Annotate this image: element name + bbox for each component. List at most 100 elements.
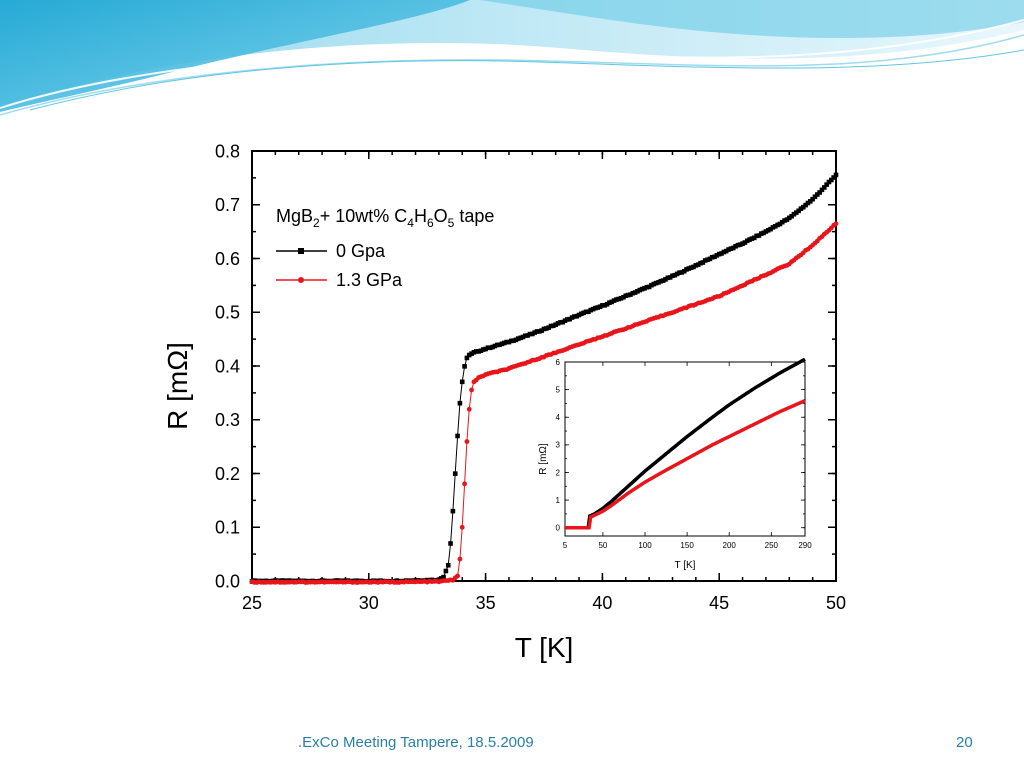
inset-chart: 5 50 100 150 200 250 290 0 1 2 3 4 5 6 T [K] R [mΩ] [538, 357, 813, 571]
data-point [551, 323, 556, 329]
data-point [537, 329, 542, 334]
x-tick-label: 25 [242, 593, 262, 613]
data-point [693, 263, 699, 268]
data-point [565, 317, 570, 322]
data-point [658, 278, 664, 284]
data-point [723, 248, 729, 254]
data-point [513, 337, 519, 343]
data-point [733, 244, 738, 249]
x-tick-label: 250 [765, 541, 779, 550]
data-point [464, 355, 470, 361]
data-point [607, 300, 612, 305]
data-point [555, 321, 561, 326]
y-tick-label: 0.7 [215, 195, 240, 215]
y-tick-label: 0.1 [215, 518, 240, 538]
data-point [541, 326, 547, 332]
data-point [660, 278, 666, 283]
data-point [705, 257, 710, 263]
data-point [478, 348, 484, 354]
data-point [698, 260, 703, 266]
data-point [469, 387, 474, 393]
data-point [637, 287, 643, 293]
data-point [600, 303, 605, 308]
data-point [754, 233, 759, 239]
data-point [688, 265, 694, 270]
data-point [639, 286, 645, 292]
y-tick-label: 0.5 [215, 303, 240, 323]
data-point [665, 275, 671, 281]
data-point [709, 255, 715, 260]
data-point [646, 284, 652, 290]
data-point [457, 400, 463, 406]
x-tick-label: 35 [476, 593, 496, 613]
data-point [532, 330, 537, 335]
y-tick-label: 0.0 [215, 571, 240, 591]
data-point [712, 254, 717, 260]
data-point [438, 576, 444, 581]
y-tick-label: 0.2 [215, 464, 240, 484]
main-series [249, 172, 839, 585]
inset-tick-labels: 5 50 100 150 200 250 290 0 1 2 3 4 5 6 [556, 358, 813, 550]
series-1 [249, 221, 839, 585]
data-point [473, 349, 479, 354]
data-point [499, 341, 505, 347]
x-tick-label: 290 [798, 541, 812, 550]
footer-text: .ExCo Meeting Tampere, 18.5.2009 [298, 734, 534, 751]
data-point [822, 185, 827, 190]
data-point [719, 251, 724, 256]
data-point [817, 190, 822, 195]
inset-x-axis-label: T [K] [675, 560, 696, 571]
data-point [602, 303, 608, 308]
y-tick-label: 0.8 [215, 141, 240, 161]
data-point [483, 346, 488, 352]
data-point [805, 200, 811, 206]
data-point [833, 172, 839, 178]
data-point [663, 277, 668, 282]
data-point [686, 266, 692, 271]
data-point [457, 556, 463, 562]
data-point [574, 313, 580, 319]
data-point [614, 297, 619, 302]
data-point [695, 262, 701, 267]
data-point [579, 311, 584, 317]
data-point [644, 284, 650, 290]
data-point [782, 218, 787, 223]
data-point [567, 316, 572, 322]
data-point [777, 221, 783, 227]
main-x-axis-label: T [K] [515, 632, 574, 663]
data-point [466, 406, 472, 412]
legend: MgB2+ 10wt% C4H6O5 tape 0 Gpa 1.3 GPa [276, 206, 494, 290]
data-point [576, 312, 582, 318]
data-point [562, 318, 568, 323]
data-point [569, 315, 575, 320]
data-point [581, 310, 587, 316]
data-point [476, 349, 481, 354]
data-point [621, 294, 626, 300]
data-point [445, 562, 451, 568]
data-point [504, 339, 509, 345]
y-tick-label: 3 [556, 441, 561, 450]
data-point [572, 314, 577, 319]
data-point [527, 331, 533, 337]
data-point [775, 222, 780, 228]
data-point [770, 225, 776, 230]
data-point [462, 364, 467, 369]
data-point [812, 194, 818, 200]
data-point [702, 258, 708, 263]
data-point [618, 295, 624, 301]
inset-y-axis-label: R [mΩ] [538, 443, 549, 475]
data-point [553, 322, 558, 327]
data-point [768, 226, 773, 232]
data-point [747, 237, 752, 242]
x-tick-label: 5 [563, 541, 568, 550]
data-point [623, 293, 629, 299]
inset-ticks [564, 361, 806, 536]
data-point [681, 268, 687, 274]
data-point [831, 175, 836, 180]
data-point [740, 241, 745, 246]
data-point [628, 292, 633, 297]
y-tick-label: 0.4 [215, 356, 240, 376]
data-point [471, 350, 477, 355]
data-point [763, 229, 769, 234]
data-point [721, 249, 727, 255]
